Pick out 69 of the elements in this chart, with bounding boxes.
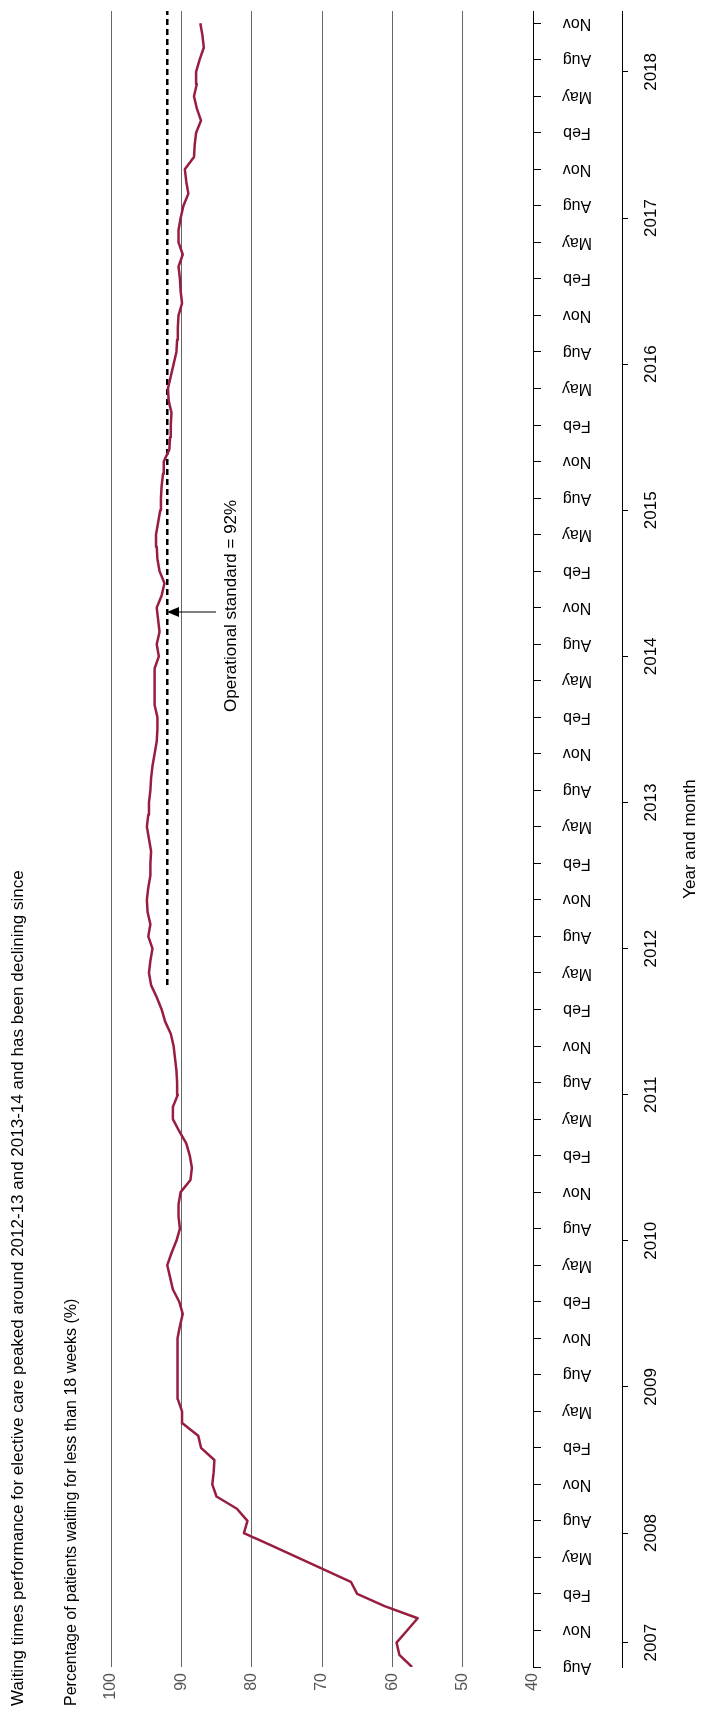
y2-axis-title: Year and month <box>680 778 700 901</box>
x-tick-label: 90 <box>171 1672 189 1691</box>
y-tick-label: May <box>561 819 593 837</box>
y2-tick-label: 2012 <box>640 929 660 968</box>
y-tick-label: Aug <box>562 929 592 947</box>
x-tick-label: 100 <box>101 1672 119 1700</box>
y-tick-label: Feb <box>563 855 591 873</box>
text: Waiting times performance for elective care peaked around 2012-13 and 2013-14 and has been declining since <box>8 870 28 1706</box>
y-tick-label: Nov <box>562 15 592 33</box>
y-tick-label: Nov <box>562 454 592 472</box>
y2-tick-label: 2013 <box>640 783 660 822</box>
y-tick-label: Aug <box>562 198 592 216</box>
y-tick-label: Nov <box>562 600 592 618</box>
y2-tick-label: 2011 <box>640 1076 660 1113</box>
y-tick-label: May <box>561 1403 593 1421</box>
y-tick-label: May <box>561 234 593 252</box>
y-tick-label: Feb <box>563 417 591 435</box>
y-tick-label: Feb <box>563 125 591 143</box>
y-tick-label: Aug <box>562 1075 592 1093</box>
y-tick-label: Nov <box>562 1184 592 1202</box>
y2-tick-label: 2015 <box>640 491 660 530</box>
y-tick-label: May <box>561 1111 593 1129</box>
y-tick-label: Nov <box>562 1623 592 1641</box>
y-tick-label: Nov <box>562 1476 592 1494</box>
y-tick-label: Feb <box>563 709 591 727</box>
y-tick-label: May <box>561 673 593 691</box>
y-tick-label: May <box>561 381 593 399</box>
annotation: Operational standard = 92% <box>221 499 241 712</box>
y-tick-label: Aug <box>562 636 592 654</box>
y2-tick-label: 2014 <box>640 637 660 676</box>
y-tick-label: Nov <box>562 1330 592 1348</box>
y-tick-label: Aug <box>562 1221 592 1239</box>
y-tick-label: Nov <box>562 892 592 910</box>
y-axis-title: Percentage of patients waiting for less than 18 weeks (%) <box>62 1298 80 1706</box>
x-tick-label: 60 <box>382 1672 400 1691</box>
y2-tick-label: 2017 <box>640 199 660 237</box>
y-tick-label: Nov <box>562 746 592 764</box>
y-tick-label: Feb <box>563 1148 591 1166</box>
y-tick-label: Feb <box>563 563 591 581</box>
x-tick-label: 40 <box>523 1672 541 1691</box>
y2-tick-label: 2008 <box>640 1514 660 1552</box>
y-tick-label: Nov <box>562 308 592 326</box>
y-tick-label: Aug <box>562 52 592 70</box>
y-tick-label: Feb <box>563 1002 591 1020</box>
y-tick-label: Nov <box>562 161 592 179</box>
y-tick-label: Feb <box>563 1440 591 1458</box>
x-tick-label: 80 <box>242 1672 260 1691</box>
y-tick-label: Aug <box>562 1513 592 1531</box>
y2-tick-label: 2010 <box>640 1221 660 1260</box>
y-tick-label: May <box>561 88 593 106</box>
y2-tick-label: 2018 <box>640 52 660 91</box>
y-tick-label: Aug <box>562 1659 592 1677</box>
y2-tick-label: 2007 <box>640 1623 660 1662</box>
y-tick-label: May <box>561 965 593 983</box>
y-tick-label: Aug <box>562 782 592 800</box>
y-tick-label: May <box>561 1550 593 1568</box>
y2-tick-label: 2009 <box>640 1368 660 1406</box>
y-tick-label: Feb <box>563 1294 591 1312</box>
y-tick-label: Aug <box>562 490 592 508</box>
y-tick-label: Feb <box>563 271 591 289</box>
y-tick-label: Feb <box>563 1586 591 1604</box>
y2-tick-label: 2016 <box>640 345 660 384</box>
x-tick-label: 70 <box>312 1672 330 1691</box>
x-tick-label: 50 <box>453 1672 471 1691</box>
y-tick-label: Nov <box>562 1038 592 1056</box>
y-tick-label: Aug <box>562 344 592 362</box>
y-tick-label: May <box>561 527 593 545</box>
y-tick-label: May <box>561 1257 593 1275</box>
y-tick-label: Aug <box>562 1367 592 1385</box>
